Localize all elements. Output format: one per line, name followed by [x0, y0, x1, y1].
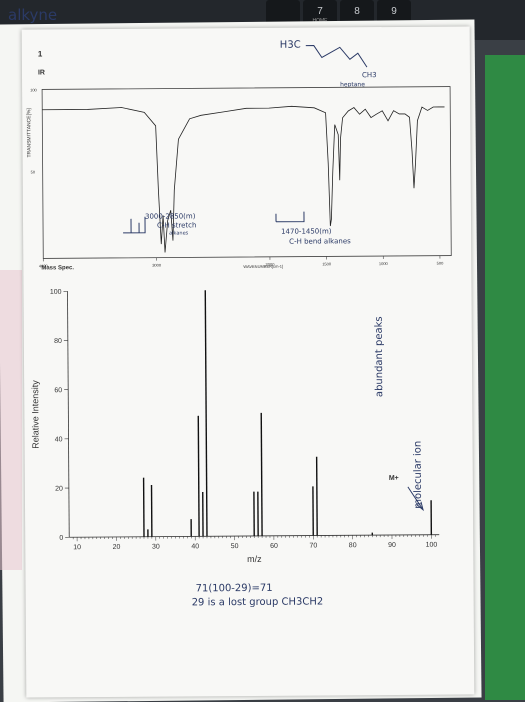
ms-y-tick-label: 60: [54, 387, 62, 394]
calculation-line-1: 71(100-29)=71: [196, 583, 273, 595]
key-label-8: 8: [354, 6, 360, 17]
ms-x-tick-label: 20: [113, 544, 121, 551]
ms-y-axis: [68, 291, 70, 537]
pink-paper-edge: [0, 270, 22, 570]
ms-x-tick-label: 10: [73, 544, 81, 551]
molecular-ion-note: molecular ion: [413, 441, 424, 509]
ms-y-tick-label: 0: [59, 535, 63, 542]
ms-x-axis-label: m/z: [247, 554, 262, 564]
ms-x-tick-label: 40: [191, 543, 199, 550]
ms-y-tick-label: 80: [54, 338, 62, 345]
ms-x-tick-label: 50: [231, 543, 239, 550]
key-label-9: 9: [391, 6, 397, 17]
ms-peak-71: [317, 457, 318, 536]
m-plus-label: M+: [389, 475, 399, 482]
ms-x-tick-label: 30: [152, 544, 160, 551]
ms-x-tick-label: 70: [309, 543, 317, 550]
green-folder: [485, 55, 525, 700]
ms-x-tick-label: 60: [270, 543, 278, 550]
ms-peak-43: [205, 290, 207, 536]
ms-y-tick-label: 100: [50, 289, 62, 296]
ms-x-tick-label: 100: [426, 542, 438, 549]
key-label-7: 7: [317, 6, 323, 17]
ms-y-tick-label: 20: [55, 486, 63, 493]
ms-x-tick-label: 90: [388, 542, 396, 549]
ms-peak-41: [198, 416, 199, 537]
ms-y-axis-label: Relative Intensity: [30, 380, 40, 449]
ms-peak-57: [261, 413, 262, 536]
worksheet-page: 1 IR H3C CH3 heptane TRANSMITTANCE[%] 10…: [22, 26, 475, 697]
handwritten-title: alkyne: [8, 6, 57, 24]
calculation-line-2: 29 is a lost group CH3CH2: [192, 596, 324, 608]
ms-y-tick-label: 40: [55, 436, 63, 443]
abundant-peaks-note: abundant peaks: [374, 316, 386, 397]
ms-x-tick-label: 80: [349, 542, 357, 549]
